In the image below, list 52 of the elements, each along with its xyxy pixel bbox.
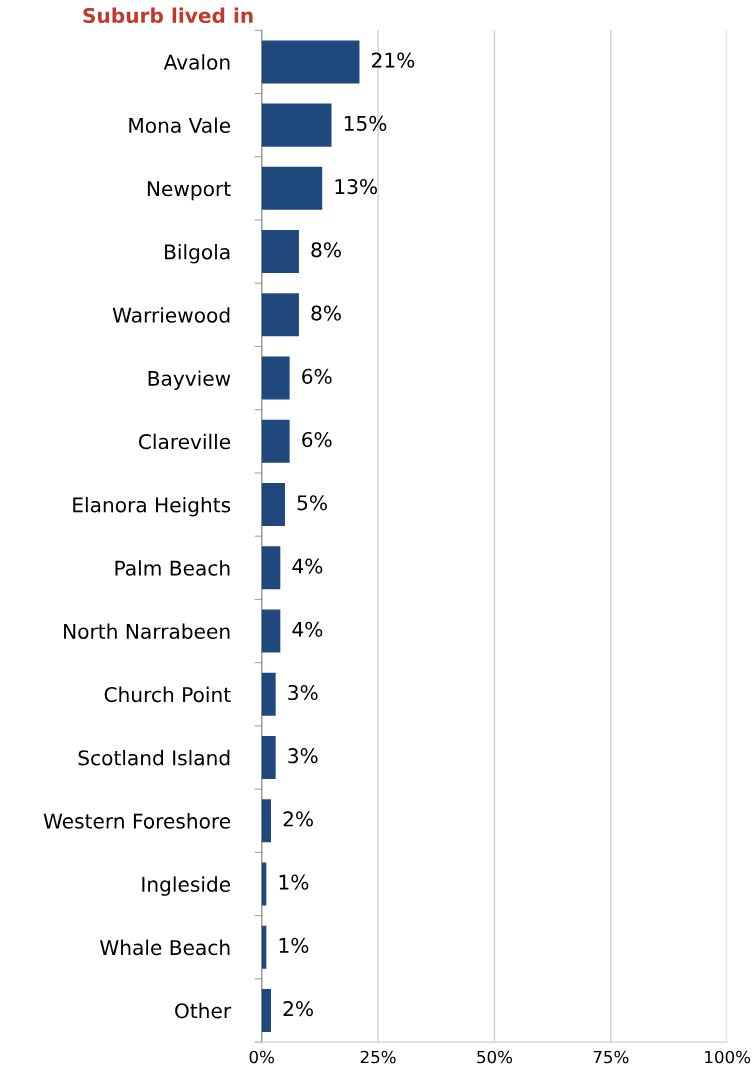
bar (261, 293, 299, 337)
data-label: 15% (344, 115, 387, 131)
x-tick-label: 25% (360, 1050, 396, 1064)
data-label: 8% (311, 305, 341, 321)
bar (261, 736, 276, 780)
bar (261, 166, 323, 210)
y-tick-label: Western Foreshore (43, 813, 231, 829)
data-label: 5% (297, 495, 327, 511)
y-tick-label: Bilgola (165, 243, 230, 264)
x-tick-label: 100% (705, 1050, 751, 1064)
bar (261, 672, 276, 716)
bar (261, 546, 281, 590)
x-tick-label: 75% (593, 1050, 629, 1064)
data-label: 2% (283, 811, 313, 827)
data-label: 6% (302, 431, 332, 448)
y-tick-label: Elanora Heights (73, 496, 231, 517)
data-label: 3% (288, 684, 318, 701)
y-tick-label: Ingleside (142, 876, 231, 896)
y-tick-label: Church Point (104, 686, 231, 703)
bar (261, 419, 290, 463)
data-label: 4% (292, 558, 323, 574)
y-tick-label: Palm Beach (115, 560, 230, 576)
bar (261, 230, 299, 274)
data-label: 13% (335, 178, 377, 195)
y-tick-label: Clareville (138, 433, 231, 450)
y-tick-label: Scotland Island (78, 749, 230, 766)
x-tick-label: 50% (477, 1050, 513, 1064)
bar (261, 103, 332, 147)
y-tick-label: Mona Vale (129, 117, 231, 134)
y-tick-label: Whale Beach (100, 939, 230, 956)
data-label: 6% (302, 368, 332, 384)
y-tick-label: Avalon (163, 54, 230, 70)
bar (261, 988, 272, 1032)
data-label: 8% (311, 242, 341, 258)
x-tick-label: 0% (249, 1050, 274, 1064)
y-tick-label: Warriewood (112, 307, 230, 323)
data-label: 21% (372, 52, 415, 68)
data-label: 1% (279, 874, 309, 890)
bar (261, 799, 272, 843)
data-label: 3% (288, 748, 318, 764)
y-tick-label: Other (175, 1002, 232, 1019)
y-tick-label: North Narrabeen (64, 623, 230, 639)
bar (261, 483, 285, 527)
data-label: 2% (283, 1001, 313, 1017)
y-tick-label: Newport (147, 181, 231, 201)
data-label: 1% (279, 937, 309, 954)
bar (261, 356, 290, 400)
bar (261, 40, 360, 84)
y-tick-label: Bayview (148, 370, 231, 390)
data-label: 4% (292, 621, 323, 637)
chart-title: Suburb lived in (83, 7, 253, 24)
bar (261, 609, 281, 653)
